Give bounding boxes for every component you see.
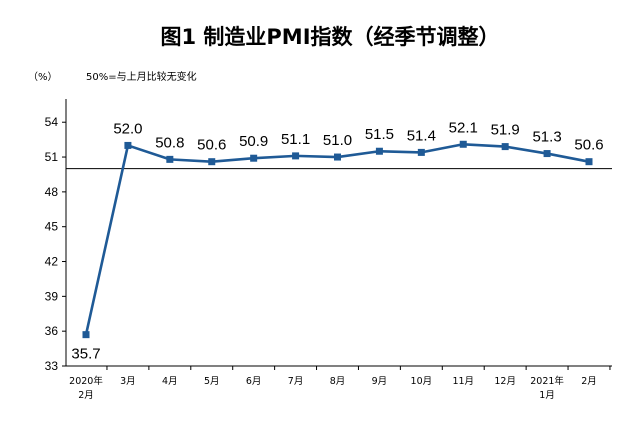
x-tick-label: 7月 <box>288 376 304 387</box>
x-tick-label: 11月 <box>452 376 474 387</box>
x-tick-label: 5月 <box>204 376 220 387</box>
x-tick-label: 2月 <box>581 376 597 387</box>
data-point-marker <box>334 153 341 161</box>
x-tick-label: 2020年 <box>69 375 103 387</box>
data-label: 51.5 <box>365 126 394 143</box>
y-tick-label: 36 <box>45 324 59 338</box>
data-point-marker <box>292 152 300 160</box>
x-tick-label: 8月 <box>330 376 346 387</box>
y-tick-label: 48 <box>45 185 59 199</box>
data-point-marker <box>124 141 132 149</box>
data-point-marker <box>459 140 467 148</box>
plot-area: 33 36 39 42 45 48 51 54 2020年 2月 3月 4月 5月 6月 7月 8月 9月 10月… <box>45 99 612 401</box>
y-tick-label: 51 <box>45 150 59 164</box>
data-point-marker <box>501 143 509 151</box>
x-tick-label: 10月 <box>411 376 433 387</box>
y-tick-label: 39 <box>45 289 59 303</box>
x-tick-label: 2021年 <box>530 375 564 387</box>
pmi-series-line <box>84 142 590 335</box>
data-label: 52.1 <box>449 119 478 136</box>
x-tick-label: 3月 <box>120 376 136 387</box>
data-label: 51.3 <box>532 129 561 146</box>
data-label: 35.7 <box>71 346 100 363</box>
data-point-marker <box>417 148 425 156</box>
y-tick-label: 33 <box>45 359 59 373</box>
data-label: 51.9 <box>491 122 520 139</box>
data-point-marker <box>250 154 258 162</box>
data-point-marker <box>82 331 90 339</box>
data-point-marker <box>585 158 593 166</box>
x-tick-label: 4月 <box>162 376 178 387</box>
data-label: 50.6 <box>574 137 603 154</box>
x-tick-label: 6月 <box>246 376 262 387</box>
data-label: 50.8 <box>155 134 184 151</box>
x-tick-label: 9月 <box>372 376 388 387</box>
data-label: 51.1 <box>281 131 310 148</box>
reference-note: 50%=与上月比较无变化 <box>86 70 197 83</box>
data-point-marker <box>166 155 174 163</box>
data-label: 51.4 <box>407 127 436 144</box>
y-tick-label: 42 <box>45 255 59 269</box>
x-tick-label: 12月 <box>494 376 516 387</box>
chart-title: 图1 制造业PMI指数（经季节调整） <box>160 25 499 49</box>
y-tick-label: 45 <box>45 220 59 234</box>
x-tick-label: 1月 <box>539 390 555 401</box>
data-point-marker <box>543 150 551 158</box>
data-label: 50.9 <box>239 133 268 150</box>
y-tick-label: 54 <box>45 115 59 129</box>
data-point-marker <box>375 147 383 155</box>
data-label: 52.0 <box>113 120 142 137</box>
data-label: 51.0 <box>323 132 352 149</box>
data-label: 50.6 <box>197 137 226 154</box>
x-tick-label: 2月 <box>78 390 94 401</box>
y-unit-label: （%） <box>28 71 58 83</box>
data-point-marker <box>208 158 216 166</box>
